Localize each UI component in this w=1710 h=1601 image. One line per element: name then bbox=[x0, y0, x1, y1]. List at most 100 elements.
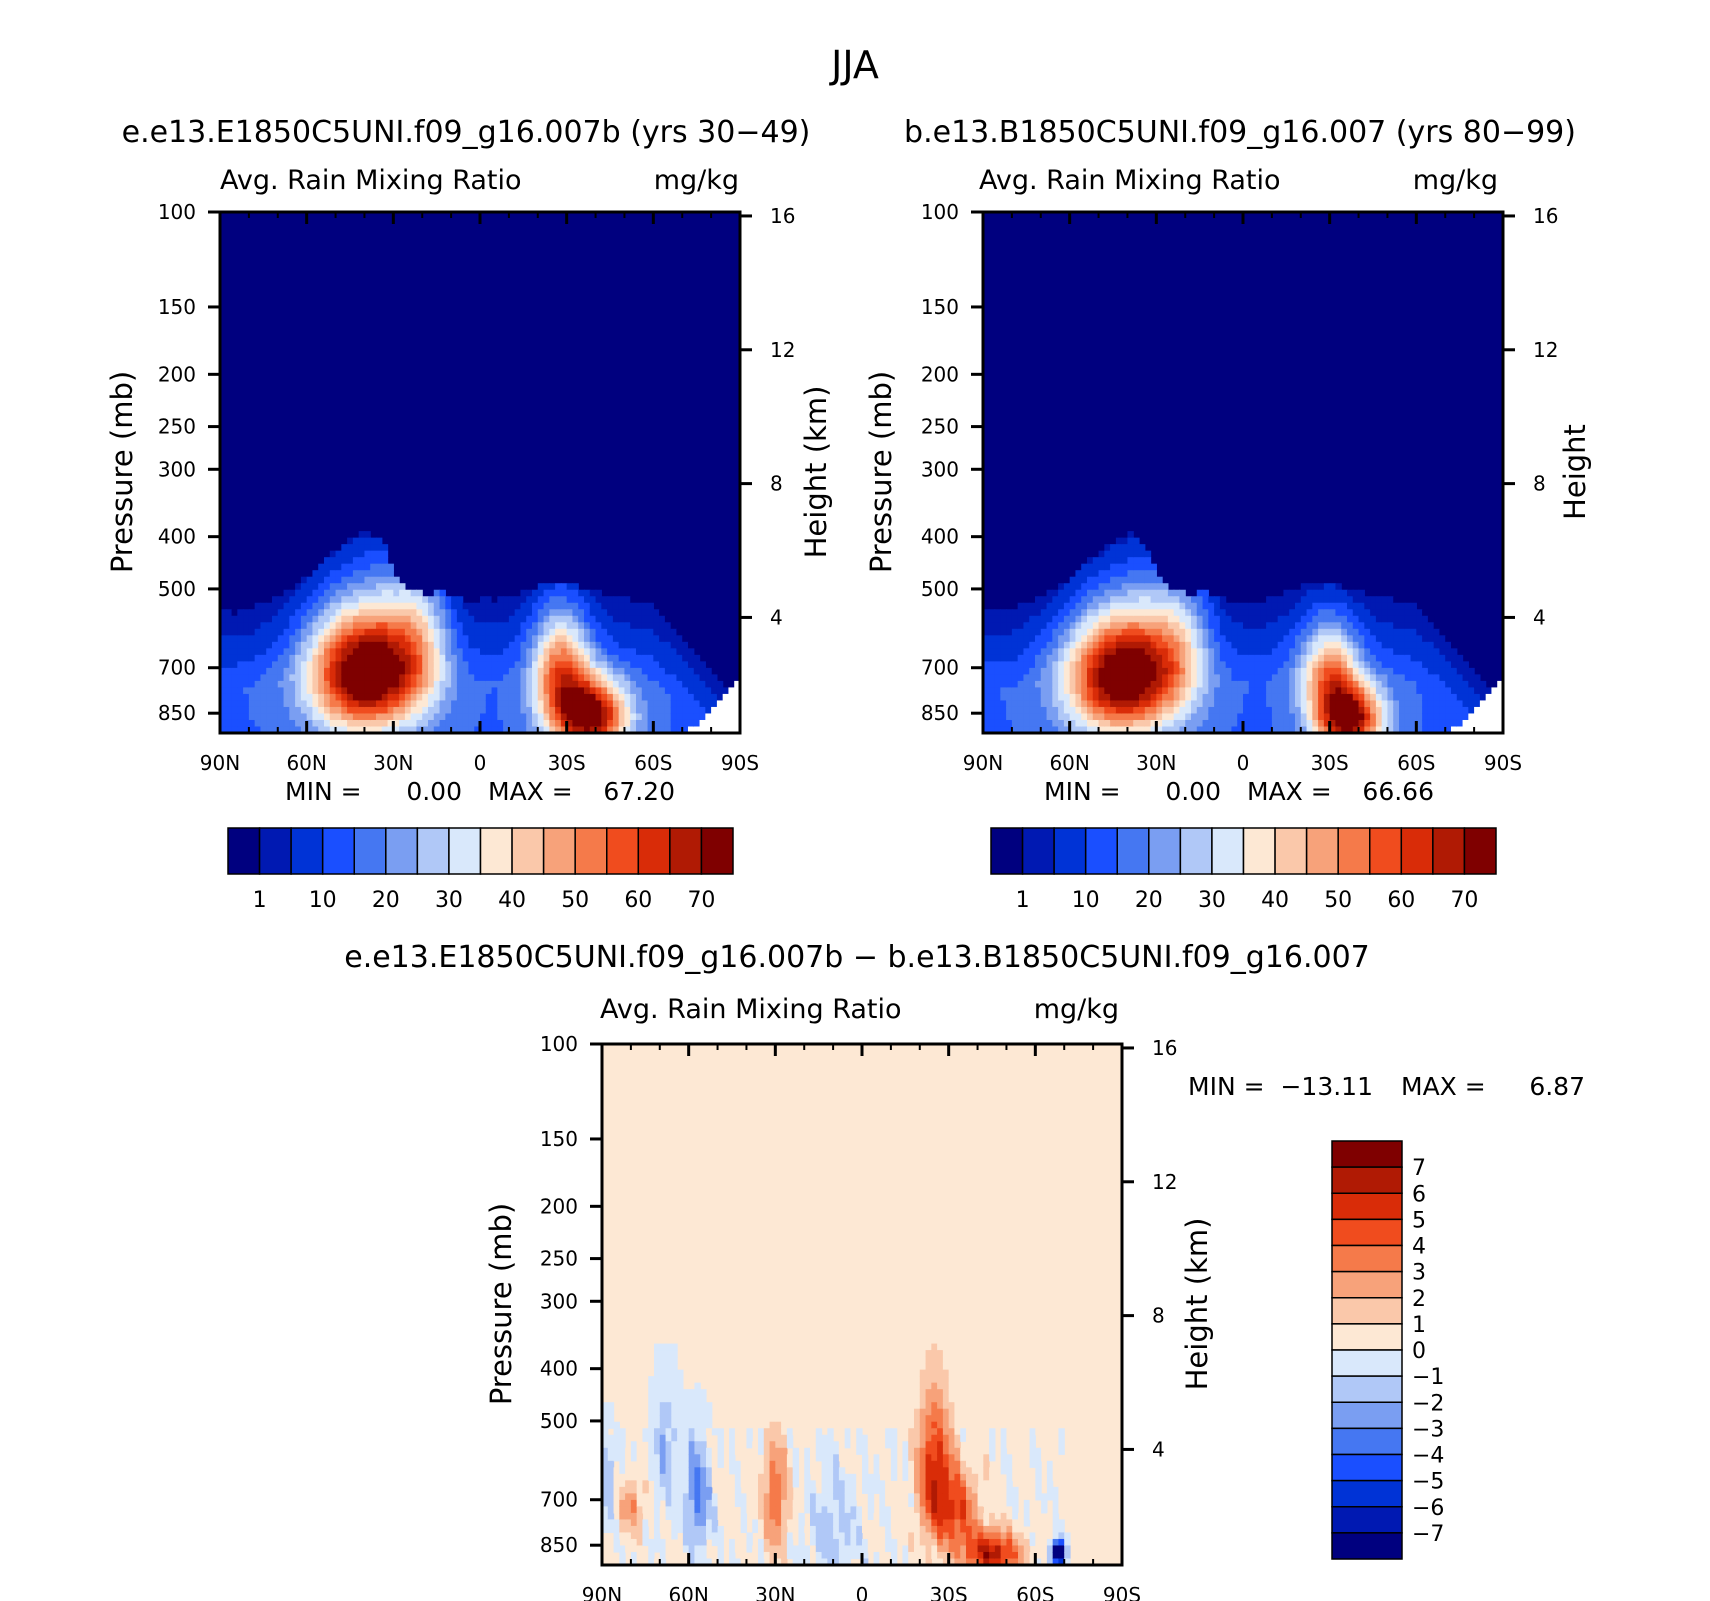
y-tick-label: 700 bbox=[158, 656, 196, 680]
x-tick-label: 30S bbox=[548, 751, 586, 775]
colorbar-box bbox=[1211, 827, 1245, 875]
right-string: mg/kg bbox=[1413, 165, 1498, 196]
difference-title: e.e13.E1850C5UNI.f09_g16.007b − b.e13.B1… bbox=[344, 940, 1370, 975]
colorbar-box bbox=[448, 827, 482, 875]
colorbar-label: −2 bbox=[1412, 1391, 1444, 1416]
y-tick-label: 250 bbox=[921, 415, 959, 439]
colorbar-box bbox=[990, 827, 1024, 875]
panel-control: e.e13.E1850C5UNI.f09_g16.007b (yrs 30−49… bbox=[105, 115, 833, 913]
max-value: 66.66 bbox=[1362, 777, 1434, 806]
x-tick-label: 30S bbox=[930, 1583, 968, 1601]
y-axis-right-label: Height bbox=[1558, 424, 1592, 520]
colorbar-box bbox=[1274, 827, 1308, 875]
colorbar-box bbox=[1084, 827, 1118, 875]
colorbar-box bbox=[511, 827, 545, 875]
colorbar-box bbox=[258, 827, 292, 875]
colorbar: 1 10 20 30 40 50 60 70 bbox=[990, 827, 1497, 913]
panel-case-title: e.e13.E1850C5UNI.f09_g16.007b (yrs 30−49… bbox=[122, 115, 811, 150]
colorbar-label: 60 bbox=[624, 888, 652, 913]
left-string: Avg. Rain Mixing Ratio bbox=[979, 165, 1281, 196]
y-axis-right-label: Height (km) bbox=[1180, 1218, 1214, 1391]
colorbar-label: −7 bbox=[1412, 1522, 1444, 1547]
colorbar-box bbox=[321, 827, 355, 875]
colorbar-box bbox=[1337, 827, 1371, 875]
y-right-tick-label: 16 bbox=[770, 204, 795, 228]
colorbar-label: 30 bbox=[1198, 888, 1226, 913]
y-tick-label: 700 bbox=[540, 1488, 578, 1512]
colorbar-box bbox=[637, 827, 671, 875]
y-tick-label: 850 bbox=[921, 701, 959, 725]
y-tick-label: 100 bbox=[540, 1032, 578, 1056]
colorbar-label: 3 bbox=[1412, 1261, 1426, 1286]
colorbar-box bbox=[542, 827, 576, 875]
colorbar-label: 70 bbox=[1450, 888, 1478, 913]
y-tick-label: 400 bbox=[540, 1357, 578, 1381]
y-right-tick-label: 8 bbox=[1533, 472, 1546, 496]
x-tick-label: 30N bbox=[755, 1583, 795, 1601]
y-tick-label: 300 bbox=[921, 457, 959, 481]
colorbar-box bbox=[227, 827, 261, 875]
y-tick-label: 100 bbox=[158, 200, 196, 224]
colorbar-label: 40 bbox=[1261, 888, 1289, 913]
y-tick-label: 250 bbox=[158, 415, 196, 439]
max-label: MAX = bbox=[488, 777, 573, 806]
colorbar-box bbox=[1331, 1323, 1403, 1351]
colorbar-box bbox=[1331, 1270, 1403, 1299]
colorbar-box bbox=[1331, 1479, 1403, 1508]
y-tick-label: 400 bbox=[158, 525, 196, 549]
colorbar-box bbox=[1463, 827, 1497, 875]
colorbar-box bbox=[1432, 827, 1466, 875]
colorbar-box bbox=[574, 827, 608, 875]
right-string: mg/kg bbox=[1034, 994, 1119, 1025]
x-tick-label: 60N bbox=[1049, 751, 1089, 775]
colorbar-label: 10 bbox=[1072, 888, 1100, 913]
colorbar-box bbox=[1331, 1506, 1403, 1534]
x-tick-label: 30N bbox=[1136, 751, 1176, 775]
colorbar-box bbox=[1053, 827, 1087, 875]
y-tick-label: 150 bbox=[540, 1127, 578, 1151]
colorbar-box bbox=[416, 827, 450, 875]
colorbar-label: 50 bbox=[561, 888, 589, 913]
x-tick-label: 90S bbox=[1103, 1583, 1141, 1601]
y-right-tick-label: 4 bbox=[770, 605, 783, 629]
colorbar-box bbox=[1331, 1453, 1403, 1482]
colorbar-box bbox=[1021, 827, 1055, 875]
y-right-tick-label: 8 bbox=[1152, 1304, 1165, 1328]
colorbar-label: −4 bbox=[1412, 1444, 1444, 1469]
x-tick-label: 90S bbox=[1484, 751, 1522, 775]
colorbar-box bbox=[1331, 1192, 1403, 1221]
y-axis-label: Pressure (mb) bbox=[105, 371, 139, 573]
y-tick-label: 200 bbox=[921, 362, 959, 386]
colorbar-label: 40 bbox=[498, 888, 526, 913]
y-tick-label: 300 bbox=[540, 1289, 578, 1313]
y-right-tick-label: 12 bbox=[1152, 1170, 1177, 1194]
colorbar-label: 1 bbox=[1412, 1313, 1426, 1338]
colorbar-box bbox=[1148, 827, 1182, 875]
x-tick-label: 60S bbox=[1397, 751, 1435, 775]
colorbar-label: 5 bbox=[1412, 1208, 1426, 1233]
max-value: 6.87 bbox=[1529, 1072, 1585, 1101]
colorbar-label: −5 bbox=[1412, 1470, 1444, 1495]
max-label: MAX = bbox=[1401, 1072, 1486, 1101]
y-tick-label: 150 bbox=[158, 295, 196, 319]
colorbar-box bbox=[1331, 1532, 1403, 1560]
colorbar-box bbox=[606, 827, 640, 875]
min-label: MIN = bbox=[285, 777, 362, 806]
colorbar-box bbox=[1331, 1218, 1403, 1247]
colorbar-box bbox=[1369, 827, 1403, 875]
min-label: MIN = bbox=[1188, 1072, 1265, 1101]
y-axis-label: Pressure (mb) bbox=[484, 1203, 518, 1405]
colorbar-box bbox=[1331, 1349, 1403, 1377]
min-label: MIN = bbox=[1044, 777, 1121, 806]
y-tick-label: 400 bbox=[921, 525, 959, 549]
colorbar-box bbox=[1400, 827, 1434, 875]
colorbar-box bbox=[1331, 1166, 1403, 1194]
colorbar-label: −1 bbox=[1412, 1365, 1444, 1390]
colorbar-label: 50 bbox=[1324, 888, 1352, 913]
min-value: 0.00 bbox=[406, 777, 462, 806]
x-tick-label: 30S bbox=[1311, 751, 1349, 775]
colorbar-box bbox=[1116, 827, 1150, 875]
colorbar-label: 70 bbox=[687, 888, 715, 913]
contour-plot: 90N 60N 30N 0 30S 60S 90S 100 150 200 250 300 400 500… bbox=[540, 1032, 1178, 1601]
min-value: 0.00 bbox=[1165, 777, 1221, 806]
